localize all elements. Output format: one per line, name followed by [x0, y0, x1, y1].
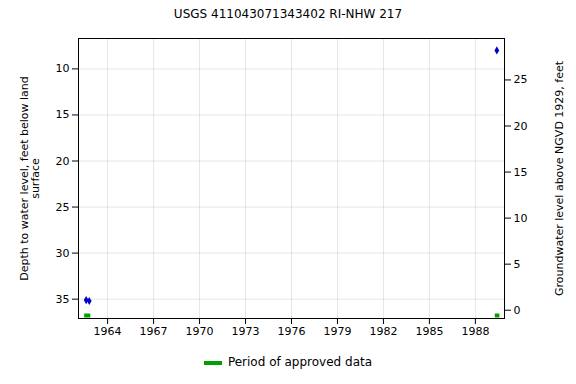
svg-text:0: 0 [514, 304, 521, 317]
svg-text:1967: 1967 [140, 325, 168, 338]
svg-text:15: 15 [56, 108, 70, 121]
svg-text:35: 35 [56, 293, 70, 306]
svg-text:10: 10 [514, 212, 528, 225]
html-text:USGS 411043071343402 RI-NHW 21: USGS 411043071343402 RI-NHW 217 [173, 7, 403, 21]
html-text:Period of approved data: Period of approved data [227, 355, 373, 369]
svg-text:5: 5 [514, 258, 521, 271]
svg-text:1964: 1964 [94, 325, 122, 338]
svg-text:1979: 1979 [323, 325, 351, 338]
svg-text:15: 15 [514, 166, 528, 179]
svg-text:25: 25 [56, 201, 70, 214]
svg-text:1970: 1970 [186, 325, 214, 338]
svg-text:1988: 1988 [461, 325, 489, 338]
svg-text:1985: 1985 [415, 325, 443, 338]
svg-text:30: 30 [56, 247, 70, 260]
svg-text:Depth to water level, feet bel: Depth to water level, feet below landsur… [18, 76, 42, 281]
svg-text:25: 25 [514, 73, 528, 86]
svg-text:10: 10 [56, 62, 70, 75]
svg-text:1976: 1976 [278, 325, 306, 338]
svg-text:1982: 1982 [369, 325, 397, 338]
svg-text:Groundwater level above NGVD 1: Groundwater level above NGVD 1929, feet [553, 60, 566, 296]
svg-text:20: 20 [514, 120, 528, 133]
svg-text:20: 20 [56, 155, 70, 168]
svg-text:1973: 1973 [232, 325, 260, 338]
